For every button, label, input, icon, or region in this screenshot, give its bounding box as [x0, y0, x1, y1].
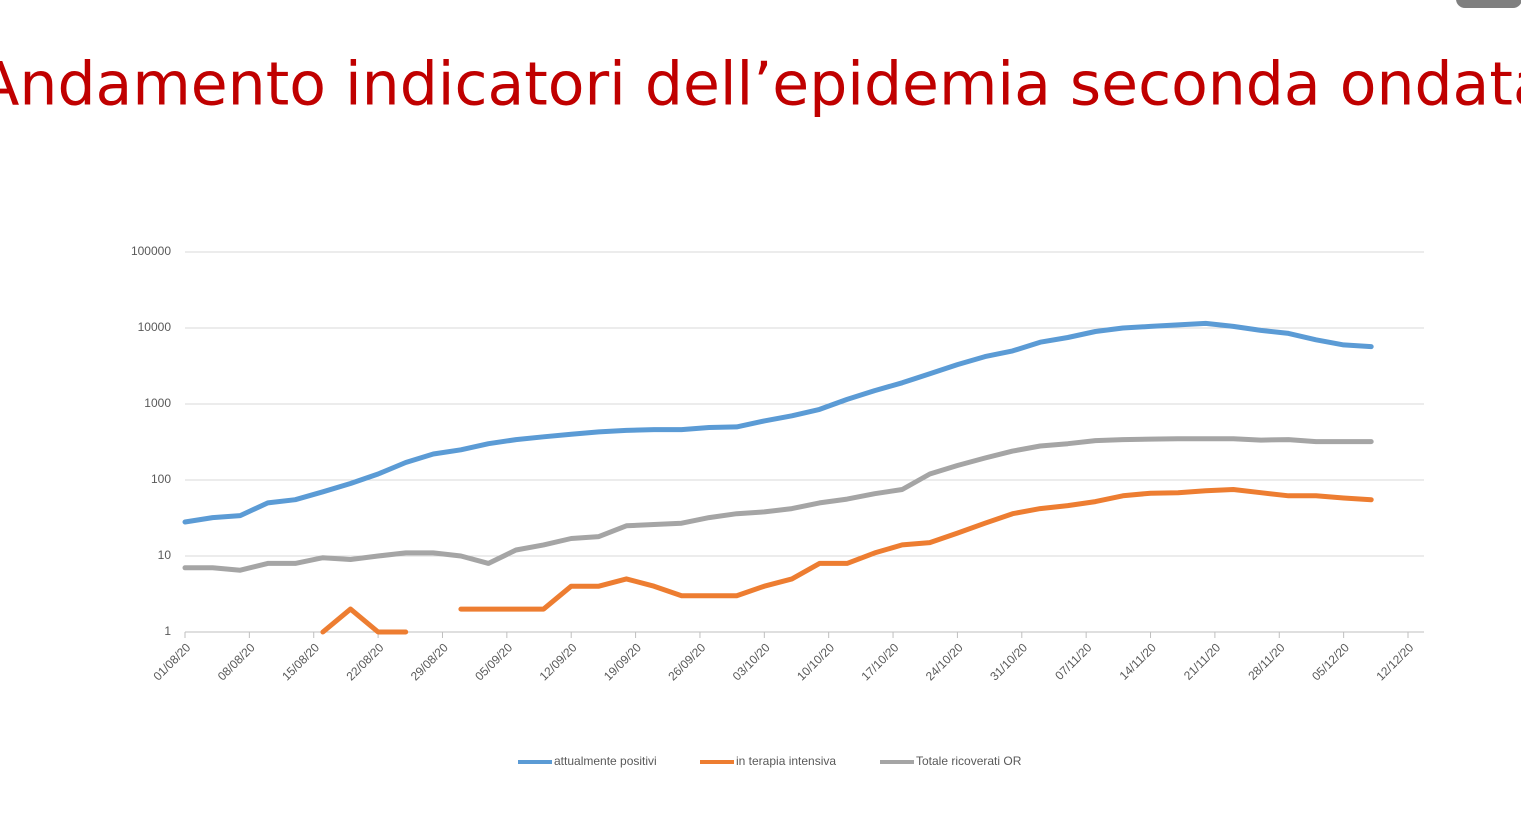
legend-label: attualmente positivi: [554, 754, 657, 768]
x-tick-label: 22/08/20: [344, 640, 387, 683]
legend-label: Totale ricoverati OR: [916, 754, 1022, 768]
data-line: [182, 436, 1374, 573]
corner-shape: [1456, 0, 1521, 8]
x-tick-label: 08/08/20: [215, 640, 258, 683]
y-tick-label: 100000: [131, 244, 171, 258]
y-tick-label: 100: [151, 472, 171, 486]
y-tick-label: 10: [158, 548, 172, 562]
y-tick-label: 1000: [144, 396, 171, 410]
x-tick-label: 05/12/20: [1309, 640, 1352, 683]
data-line: [320, 487, 1374, 635]
x-tick-label: 29/08/20: [408, 640, 451, 683]
legend-label: in terapia intensiva: [736, 754, 836, 768]
y-tick-label: 1: [164, 624, 171, 638]
x-tick-label: 31/10/20: [987, 640, 1030, 683]
x-tick-label: 28/11/20: [1245, 640, 1288, 683]
x-tick-label: 21/11/20: [1181, 640, 1224, 683]
data-line: [182, 320, 1374, 525]
x-tick-label: 17/10/20: [858, 640, 901, 683]
x-tick-label: 14/11/20: [1117, 640, 1160, 683]
x-tick-label: 12/09/20: [537, 640, 580, 683]
chart-title: Andamento indicatori dell’epidemia secon…: [0, 50, 1521, 120]
x-tick-label: 03/10/20: [730, 640, 773, 683]
x-tick-label: 15/08/20: [279, 640, 322, 683]
x-tick-label: 24/10/20: [923, 640, 966, 683]
x-tick-label: 26/09/20: [665, 640, 708, 683]
x-tick-label: 12/12/20: [1373, 640, 1416, 683]
x-tick-label: 05/09/20: [472, 640, 515, 683]
x-tick-label: 10/10/20: [794, 640, 837, 683]
x-tick-label: 07/11/20: [1052, 640, 1095, 683]
x-tick-label: 19/09/20: [601, 640, 644, 683]
x-tick-label: 01/08/20: [150, 640, 193, 683]
y-tick-label: 10000: [138, 320, 172, 334]
